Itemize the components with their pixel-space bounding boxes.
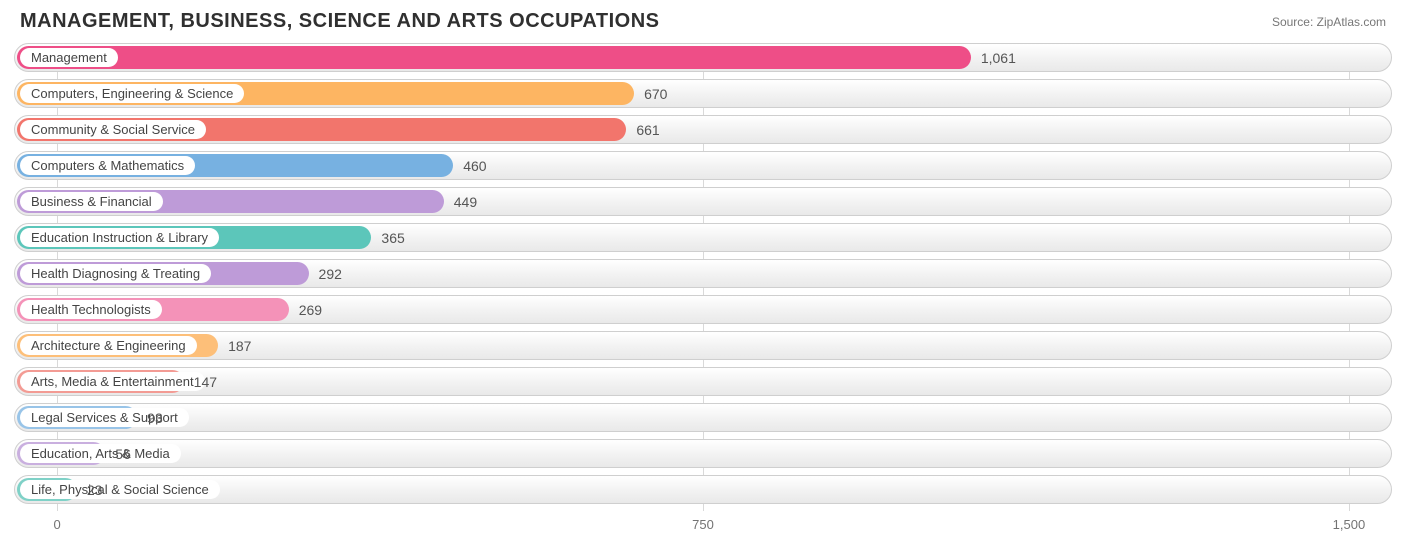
bar-value-label: 23 xyxy=(77,475,103,504)
x-tick-label: 0 xyxy=(53,517,60,532)
x-axis: 0 750 1,500 xyxy=(14,515,1392,535)
bar-track xyxy=(14,367,1392,396)
chart-header: MANAGEMENT, BUSINESS, SCIENCE AND ARTS O… xyxy=(14,10,1392,33)
bar-row: Community & Social Service 661 xyxy=(14,115,1392,144)
bar-track xyxy=(14,475,1392,504)
bar-row: Legal Services & Support93 xyxy=(14,403,1392,432)
bar-row: Computers & Mathematics 460 xyxy=(14,151,1392,180)
bar-label-pill: Computers & Mathematics xyxy=(20,156,195,175)
chart-title: MANAGEMENT, BUSINESS, SCIENCE AND ARTS O… xyxy=(20,10,659,33)
source-label: Source: xyxy=(1272,15,1313,29)
bar-value-label: 460 xyxy=(453,151,486,180)
bar-label-pill: Architecture & Engineering xyxy=(20,336,197,355)
chart-area: Management 1,061 Computers, Engineering & … xyxy=(14,43,1392,535)
bar-label-pill: Legal Services & Support xyxy=(20,408,189,427)
bar-track xyxy=(14,403,1392,432)
bar-label-pill: Health Technologists xyxy=(20,300,162,319)
bar-row: Health Technologists 269 xyxy=(14,295,1392,324)
bar-row: Arts, Media & Entertainment147 xyxy=(14,367,1392,396)
bar-row: Health Diagnosing & Treating 292 xyxy=(14,259,1392,288)
bar-row: Education, Arts & Media56 xyxy=(14,439,1392,468)
bar-label-pill: Computers, Engineering & Science xyxy=(20,84,244,103)
bar-row: Computers, Engineering & Science 670 xyxy=(14,79,1392,108)
bar-value-label: 93 xyxy=(137,403,163,432)
bar-label-pill: Business & Financial xyxy=(20,192,163,211)
bar-value-label: 365 xyxy=(371,223,404,252)
bar-value-label: 1,061 xyxy=(971,43,1016,72)
bar-label-pill: Management xyxy=(20,48,118,67)
x-tick-label: 750 xyxy=(692,517,714,532)
bar-label-pill: Arts, Media & Entertainment xyxy=(20,372,205,391)
bar-value-label: 670 xyxy=(634,79,667,108)
bar-value-label: 187 xyxy=(218,331,251,360)
bar-fill xyxy=(17,46,971,69)
bar-value-label: 56 xyxy=(105,439,131,468)
bar-row: Architecture & Engineering 187 xyxy=(14,331,1392,360)
bars-container: Management 1,061 Computers, Engineering & … xyxy=(14,43,1392,504)
bar-value-label: 269 xyxy=(289,295,322,324)
bar-value-label: 661 xyxy=(626,115,659,144)
bar-label-pill: Community & Social Service xyxy=(20,120,206,139)
x-tick-label: 1,500 xyxy=(1333,517,1366,532)
bar-label-pill: Health Diagnosing & Treating xyxy=(20,264,211,283)
bar-track xyxy=(14,439,1392,468)
bar-label-pill: Education Instruction & Library xyxy=(20,228,219,247)
source-name: ZipAtlas.com xyxy=(1317,15,1386,29)
bar-row: Management 1,061 xyxy=(14,43,1392,72)
source-attribution: Source: ZipAtlas.com xyxy=(1272,15,1386,29)
bar-row: Education Instruction & Library 365 xyxy=(14,223,1392,252)
bar-row: Life, Physical & Social Science23 xyxy=(14,475,1392,504)
bar-label-pill: Life, Physical & Social Science xyxy=(20,480,220,499)
bar-value-label: 292 xyxy=(309,259,342,288)
bar-label-pill: Education, Arts & Media xyxy=(20,444,181,463)
bar-row: Business & Financial 449 xyxy=(14,187,1392,216)
bar-value-label: 449 xyxy=(444,187,477,216)
bar-value-label: 147 xyxy=(184,367,217,396)
